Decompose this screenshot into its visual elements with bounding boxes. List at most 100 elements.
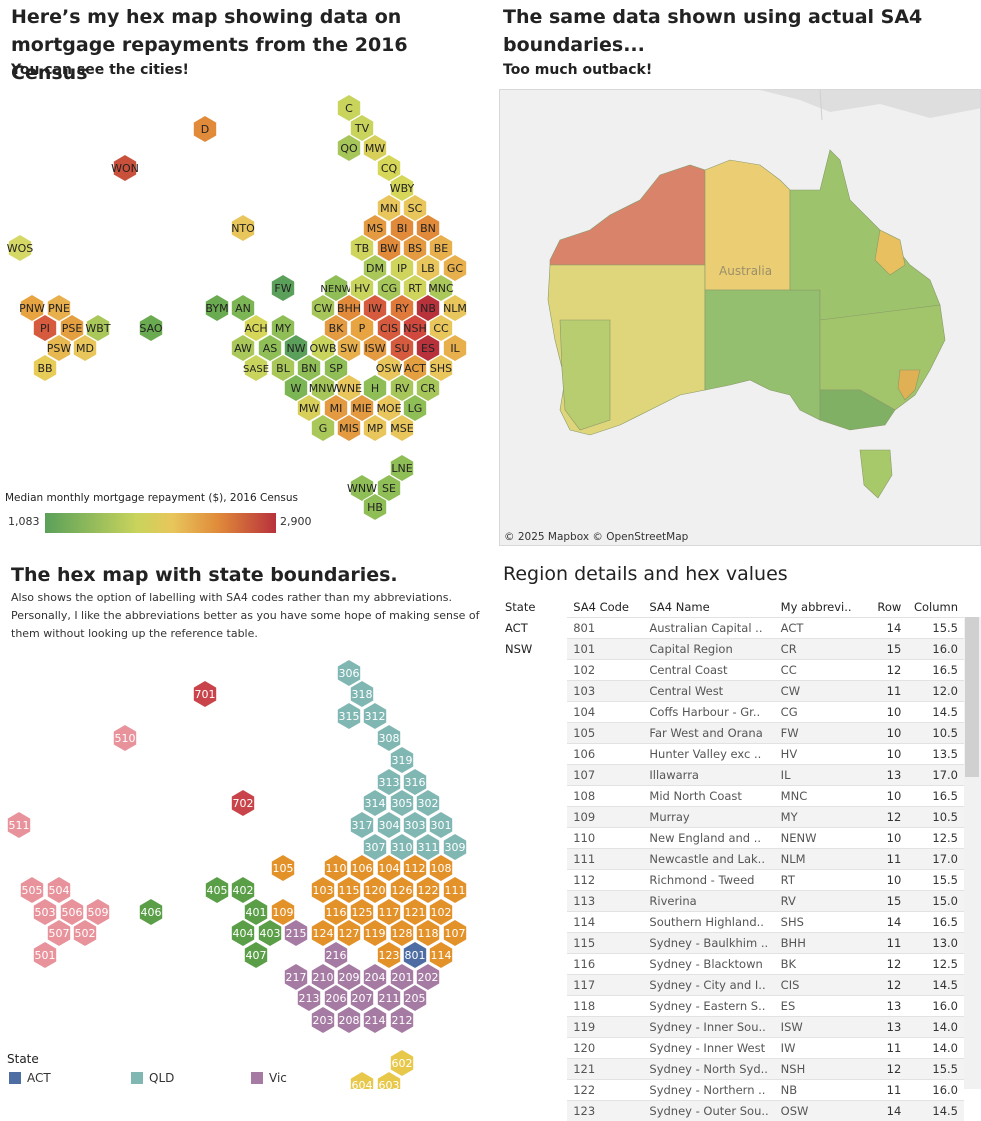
code-hex[interactable]: 122 [416,877,439,904]
code-hex[interactable]: 209 [337,964,360,991]
col-header-abbreviation[interactable]: My abbrevi.. [775,597,858,618]
code-hex[interactable]: 217 [284,964,307,991]
code-hex[interactable]: 207 [350,985,373,1012]
code-hex[interactable]: 215 [284,920,307,947]
code-hex[interactable]: 402 [231,877,254,904]
code-hex[interactable]: 314 [363,790,386,817]
code-hex[interactable]: 107 [443,920,466,947]
abbr-hex[interactable]: SAO [139,315,163,342]
code-hex[interactable]: 506 [60,899,83,926]
code-hex[interactable]: 503 [33,899,56,926]
code-hex[interactable]: 102 [429,899,452,926]
code-hex[interactable]: 208 [337,1007,360,1034]
code-hex[interactable]: 303 [403,812,426,839]
code-hex[interactable]: 114 [429,942,452,969]
code-hex[interactable]: 216 [324,942,347,969]
code-hex[interactable]: 309 [443,834,466,861]
code-hex[interactable]: 501 [33,942,56,969]
code-hex[interactable]: 205 [403,985,426,1012]
code-hex[interactable]: 502 [73,920,96,947]
code-hex[interactable]: 702 [231,790,254,817]
code-hex[interactable]: 403 [258,920,281,947]
code-hex[interactable]: 202 [416,964,439,991]
code-hex[interactable]: 210 [311,964,334,991]
table-scrollbar-thumb[interactable] [965,617,979,777]
code-hex[interactable]: 507 [47,920,70,947]
code-hex[interactable]: 211 [377,985,400,1012]
code-hex[interactable]: 119 [363,920,386,947]
code-hex[interactable]: 302 [416,790,439,817]
col-header-row[interactable]: Row [858,597,908,618]
code-hex[interactable]: 121 [403,899,426,926]
code-hex[interactable]: 106 [350,855,373,882]
code-hex[interactable]: 123 [377,942,400,969]
code-hex[interactable]: 401 [244,899,267,926]
state-legend-qld[interactable]: QLD [131,1071,174,1085]
code-hex[interactable]: 110 [324,855,347,882]
code-hex[interactable]: 310 [390,834,413,861]
code-hex[interactable]: 125 [350,899,373,926]
code-hex[interactable]: 604 [350,1072,373,1090]
code-hex[interactable]: 312 [363,703,386,730]
code-hex[interactable]: 701 [193,681,216,708]
code-hex[interactable]: 117 [377,899,400,926]
code-hex[interactable]: 126 [390,877,413,904]
abbr-hex[interactable]: FW [271,275,294,302]
code-hex[interactable]: 405 [205,877,228,904]
code-hex[interactable]: 305 [390,790,413,817]
code-hex[interactable]: 103 [311,877,334,904]
code-hex[interactable]: 308 [377,725,400,752]
code-hex[interactable]: 801 [403,942,426,969]
code-hex[interactable]: 510 [113,725,136,752]
code-hex[interactable]: 111 [443,877,466,904]
code-hex[interactable]: 307 [363,834,386,861]
code-hex[interactable]: 124 [311,920,334,947]
code-hex[interactable]: 306 [337,660,360,687]
col-header-sa4-code[interactable]: SA4 Code [567,597,643,618]
col-header-sa4-name[interactable]: SA4 Name [643,597,774,618]
code-hex[interactable]: 301 [429,812,452,839]
abbr-hex[interactable]: WOS [7,235,34,262]
code-hex[interactable]: 316 [403,769,426,796]
code-hex[interactable]: 206 [324,985,347,1012]
code-hex[interactable]: 404 [231,920,254,947]
code-hex[interactable]: 406 [139,899,162,926]
abbr-hex[interactable]: BYM [205,295,228,322]
code-hex[interactable]: 602 [390,1050,413,1077]
code-hex[interactable]: 504 [47,877,70,904]
code-hex[interactable]: 115 [337,877,360,904]
code-hex[interactable]: 112 [403,855,426,882]
code-hex[interactable]: 120 [363,877,386,904]
code-hex[interactable]: 304 [377,812,400,839]
sa4-choropleth-map[interactable]: Australia © 2025 Mapbox © OpenStreetMap [499,89,981,546]
code-hex[interactable]: 511 [7,812,30,839]
code-hex[interactable]: 201 [390,964,413,991]
code-hex[interactable]: 118 [416,920,439,947]
code-hex[interactable]: 317 [350,812,373,839]
code-hex[interactable]: 509 [86,899,109,926]
code-hex[interactable]: 105 [271,855,294,882]
abbr-hex[interactable]: WON [111,155,139,182]
code-hex[interactable]: 319 [390,747,413,774]
state-legend-vic[interactable]: Vic [251,1071,287,1085]
state-legend-act[interactable]: ACT [9,1071,51,1085]
